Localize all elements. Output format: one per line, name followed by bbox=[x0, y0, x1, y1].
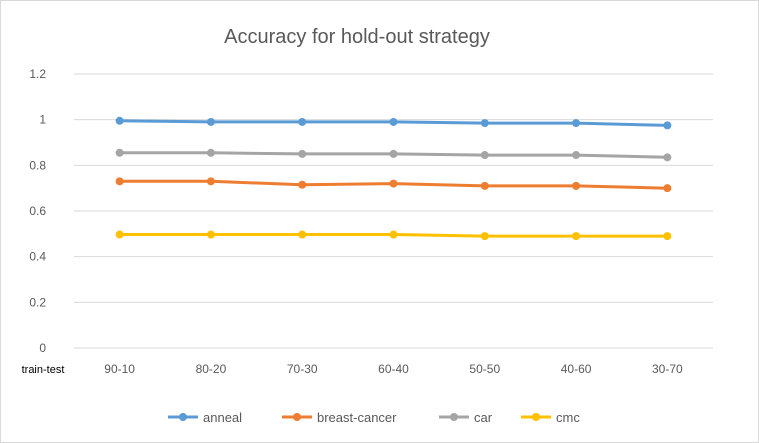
data-point-cmc[interactable] bbox=[206, 230, 215, 239]
data-point-anneal[interactable] bbox=[480, 119, 489, 128]
data-point-anneal[interactable] bbox=[572, 119, 581, 128]
data-point-car[interactable] bbox=[663, 153, 672, 162]
legend-label: car bbox=[474, 410, 493, 425]
series-lines bbox=[115, 116, 672, 241]
legend-item-car[interactable]: car bbox=[439, 410, 493, 425]
chart-title: Accuracy for hold-out strategy bbox=[224, 26, 490, 48]
data-point-cmc[interactable] bbox=[389, 230, 398, 239]
data-point-anneal[interactable] bbox=[206, 117, 215, 126]
data-point-anneal[interactable] bbox=[663, 121, 672, 130]
data-point-cmc[interactable] bbox=[480, 232, 489, 241]
legend[interactable]: anneal breast-cancer car cmc bbox=[168, 410, 580, 425]
legend-swatch-marker bbox=[450, 413, 458, 421]
data-point-car[interactable] bbox=[480, 151, 489, 160]
y-tick-label: 0 bbox=[39, 341, 46, 355]
y-tick-label: 0.8 bbox=[29, 158, 46, 172]
data-point-anneal[interactable] bbox=[298, 117, 307, 126]
series-breast-cancer bbox=[115, 177, 672, 193]
legend-item-cmc[interactable]: cmc bbox=[521, 410, 580, 425]
legend-label: anneal bbox=[203, 410, 242, 425]
x-tick-label: 50-50 bbox=[469, 362, 500, 376]
legend-swatch-marker bbox=[532, 413, 540, 421]
legend-label: breast-cancer bbox=[317, 410, 397, 425]
data-point-breast-cancer[interactable] bbox=[389, 179, 398, 188]
x-tick-label: 40-60 bbox=[561, 362, 592, 376]
y-tick-label: 0.6 bbox=[29, 204, 46, 218]
data-point-car[interactable] bbox=[298, 149, 307, 158]
series-anneal bbox=[115, 116, 672, 130]
data-point-car[interactable] bbox=[115, 148, 124, 157]
legend-item-anneal[interactable]: anneal bbox=[168, 410, 242, 425]
data-point-cmc[interactable] bbox=[663, 232, 672, 241]
y-tick-label: 1.2 bbox=[29, 67, 46, 81]
y-axis-ticks: 0 0.2 0.4 0.6 0.8 1 1.2 bbox=[29, 67, 46, 355]
x-axis-ticks: 90-10 80-20 70-30 60-40 50-50 40-60 30-70 bbox=[104, 362, 683, 376]
legend-swatch-marker bbox=[179, 413, 187, 421]
data-point-car[interactable] bbox=[389, 149, 398, 158]
data-point-breast-cancer[interactable] bbox=[298, 180, 307, 189]
series-cmc bbox=[115, 230, 672, 241]
data-point-anneal[interactable] bbox=[389, 117, 398, 126]
y-tick-label: 0.4 bbox=[29, 250, 46, 264]
y-tick-label: 0.2 bbox=[29, 295, 46, 309]
y-tick-label: 1 bbox=[39, 113, 46, 127]
data-point-anneal[interactable] bbox=[115, 116, 124, 125]
series-car bbox=[115, 148, 672, 162]
x-tick-label: 60-40 bbox=[378, 362, 409, 376]
data-point-breast-cancer[interactable] bbox=[206, 177, 215, 186]
data-point-cmc[interactable] bbox=[115, 230, 124, 239]
x-tick-label: 90-10 bbox=[104, 362, 135, 376]
data-point-cmc[interactable] bbox=[298, 230, 307, 239]
x-tick-label: 30-70 bbox=[652, 362, 683, 376]
data-point-breast-cancer[interactable] bbox=[480, 181, 489, 190]
data-point-breast-cancer[interactable] bbox=[115, 177, 124, 186]
legend-label: cmc bbox=[556, 410, 580, 425]
data-point-cmc[interactable] bbox=[572, 232, 581, 241]
data-point-breast-cancer[interactable] bbox=[663, 184, 672, 193]
data-point-car[interactable] bbox=[206, 148, 215, 157]
x-axis-label: train-test bbox=[22, 364, 65, 376]
data-point-breast-cancer[interactable] bbox=[572, 181, 581, 190]
legend-swatch-marker bbox=[293, 413, 301, 421]
x-tick-label: 70-30 bbox=[287, 362, 318, 376]
legend-item-breast-cancer[interactable]: breast-cancer bbox=[282, 410, 397, 425]
gridlines bbox=[74, 73, 713, 349]
data-point-car[interactable] bbox=[572, 151, 581, 160]
x-tick-label: 80-20 bbox=[196, 362, 227, 376]
